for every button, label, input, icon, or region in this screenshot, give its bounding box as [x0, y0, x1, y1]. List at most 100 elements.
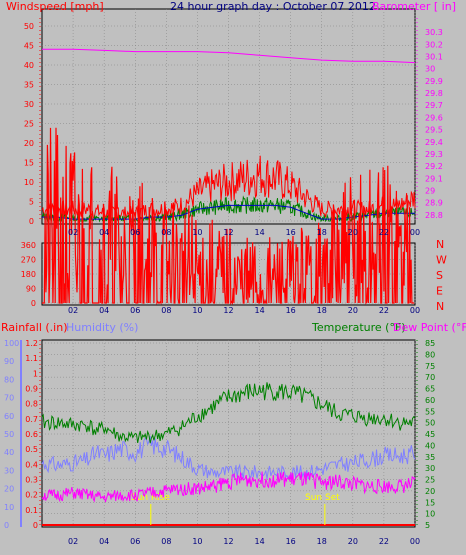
time-tick-label: 22	[379, 228, 389, 237]
rain-tick-label: 0.1	[25, 506, 38, 515]
time-tick-label: 04	[99, 537, 109, 546]
time-tick-label: 00	[410, 306, 420, 315]
time-tick-label: 22	[379, 306, 389, 315]
compass-label-w: W	[436, 254, 447, 267]
time-tick-label: 20	[348, 228, 358, 237]
rain-tick-label: 1	[33, 369, 38, 378]
temperature-tick-label: 45	[425, 430, 435, 439]
time-tick-label: 14	[254, 306, 264, 315]
time-tick-label: 22	[379, 537, 389, 546]
temperature-tick-label: 80	[425, 350, 435, 359]
graph-title: 24 hour graph day : October 07 2012	[170, 0, 376, 13]
temperature-tick-label: 65	[425, 385, 435, 394]
rain-tick-label: 1.2	[25, 339, 38, 348]
windspeed-tick-label: 5	[29, 198, 34, 207]
compass-label-e: E	[436, 285, 443, 298]
time-tick-label: 10	[192, 537, 202, 546]
temperature-line	[41, 382, 416, 444]
compass-label-s: S	[436, 269, 443, 282]
time-tick-label: 08	[161, 537, 171, 546]
rain-tick-label: 0.8	[25, 400, 38, 409]
compass-label-n: N	[436, 300, 444, 313]
temperature-tick-label: 50	[425, 419, 435, 428]
barometer-tick-label: 28.9	[425, 199, 443, 208]
time-tick-label: 12	[223, 537, 233, 546]
rain-tick-label: 0.4	[25, 460, 38, 469]
temperature-tick-label: 85	[425, 339, 435, 348]
barometer-tick-label: 29	[425, 187, 435, 196]
sun-set-label: Sun Set	[305, 493, 340, 503]
windspeed-tick-label: 15	[24, 159, 34, 168]
humidity-line	[41, 435, 416, 481]
time-tick-label: 06	[130, 537, 140, 546]
time-tick-label: 08	[161, 228, 171, 237]
humidity-tick-label: 90	[4, 357, 14, 366]
time-tick-label: 14	[254, 537, 264, 546]
barometer-tick-label: 28.8	[425, 211, 443, 220]
windspeed-tick-label: 30	[24, 100, 34, 109]
temperature-tick-label: 55	[425, 407, 435, 416]
time-tick-label: 20	[348, 537, 358, 546]
barometer-tick-label: 29.6	[425, 113, 443, 122]
humidity-tick-label: 80	[4, 375, 14, 384]
time-tick-label: 18	[317, 228, 327, 237]
time-tick-label: 14	[254, 228, 264, 237]
temperature-tick-label: 30	[425, 464, 435, 473]
temperature-tick-label: 15	[425, 498, 435, 507]
windspeed-tick-label: 50	[24, 22, 34, 31]
time-tick-label: 18	[317, 537, 327, 546]
direction-tick-label: 90	[26, 285, 36, 294]
barometer-tick-label: 29.2	[425, 162, 443, 171]
windspeed-tick-label: 40	[24, 61, 34, 70]
time-tick-label: 16	[286, 537, 296, 546]
rain-tick-label: 0.9	[25, 385, 38, 394]
barometer-tick-label: 30.1	[425, 52, 443, 61]
rain-tick-label: 0	[33, 521, 38, 530]
direction-tick-label: 180	[21, 270, 36, 279]
rainfall-label: Rainfall (.in)	[1, 321, 68, 334]
barometer-tick-label: 30.2	[425, 40, 443, 49]
time-tick-label: 20	[348, 306, 358, 315]
barometer-tick-label: 30	[425, 65, 435, 74]
temperature-tick-label: 60	[425, 396, 435, 405]
humidity-tick-label: 50	[4, 430, 14, 439]
humidity-tick-label: 100	[4, 339, 19, 348]
barometer-tick-label: 29.1	[425, 174, 443, 183]
time-tick-label: 10	[192, 306, 202, 315]
temperature-tick-label: 40	[425, 441, 435, 450]
temperature-tick-label: 25	[425, 476, 435, 485]
time-tick-label: 16	[286, 306, 296, 315]
rain-tick-label: 0.5	[25, 445, 38, 454]
humidity-tick-label: 20	[4, 485, 14, 494]
time-tick-label: 00	[410, 228, 420, 237]
time-tick-label: 10	[192, 228, 202, 237]
time-tick-label: 18	[317, 306, 327, 315]
rain-tick-label: 1.1	[25, 354, 38, 363]
time-tick-label: 12	[223, 228, 233, 237]
barometer-tick-label: 29.9	[425, 77, 443, 86]
barometer-title: Barometer [ in]	[372, 0, 456, 13]
barometer-tick-label: 29.7	[425, 101, 443, 110]
humidity-tick-label: 30	[4, 466, 14, 475]
direction-tick-label: 270	[21, 256, 36, 265]
barometer-tick-label: 29.3	[425, 150, 443, 159]
dew-point-line	[41, 471, 416, 503]
barometer-tick-label: 29.4	[425, 138, 443, 147]
time-tick-label: 06	[130, 228, 140, 237]
barometer-tick-label: 29.8	[425, 89, 443, 98]
windspeed-tick-label: 0	[29, 217, 34, 226]
windspeed-tick-label: 10	[24, 178, 34, 187]
humidity-tick-label: 70	[4, 394, 14, 403]
rain-tick-label: 0.7	[25, 415, 38, 424]
barometer-tick-label: 30.3	[425, 28, 443, 37]
barometer-tick-label: 29.5	[425, 126, 443, 135]
time-tick-label: 04	[99, 306, 109, 315]
direction-tick-label: 0	[31, 299, 36, 308]
temperature-tick-label: 75	[425, 362, 435, 371]
barometer-line	[42, 48, 416, 64]
chart-marks: 5045403530252015105030.330.230.13029.929…	[4, 9, 447, 546]
windspeed-tick-label: 35	[24, 81, 34, 90]
humidity-tick-label: 0	[4, 521, 9, 530]
